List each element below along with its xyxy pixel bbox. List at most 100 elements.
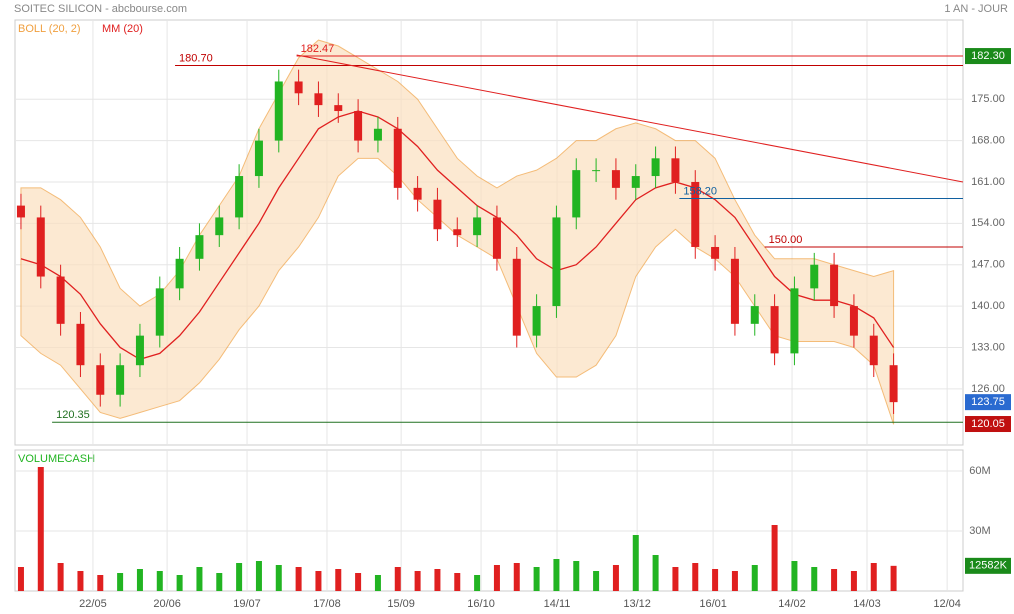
candle-body [254,140,263,177]
candle-body [393,128,402,188]
candle-body [671,158,680,182]
volume-bar [17,567,24,591]
candle-body [135,335,144,366]
candle-body [215,217,224,236]
candle-body [294,81,303,94]
candle-body [512,258,521,336]
volume-bar [315,571,322,591]
volume-bar [831,569,838,591]
candle-body [16,205,25,218]
candle-body [354,111,363,141]
level-label: 150.00 [769,234,803,246]
x-tick-label: 14/03 [853,598,881,610]
volume-bar [374,575,381,591]
candle-body [711,246,720,259]
x-tick-label: 15/09 [387,598,415,610]
volume-bar [811,567,818,591]
y-tick-label: 140.00 [971,300,1005,312]
candle-body [433,199,442,230]
x-tick-label: 14/11 [544,598,571,610]
candle-body [730,258,739,324]
x-tick-label: 16/10 [467,598,495,610]
candle-body [36,217,45,277]
volume-bar [791,561,798,591]
volume-bar [632,535,639,591]
volume-bar [731,571,738,591]
title: SOITEC SILICON - abcbourse.com [14,3,187,15]
volume-bar [771,525,778,591]
candle-body [334,105,343,112]
x-tick-label: 19/07 [233,598,261,610]
candle-body [56,276,65,324]
candle-body [96,365,105,395]
candle-body [492,217,501,259]
volume-bar [117,573,124,591]
volume-bar [751,565,758,591]
volume-bar [712,569,719,591]
y-tick-label: 147.00 [971,259,1005,271]
level-label: 180.70 [179,52,213,64]
period: 1 AN - JOUR [944,3,1008,15]
volume-bar [196,567,203,591]
x-tick-label: 20/06 [153,598,181,610]
candle-body [750,306,759,324]
candle-body [453,229,462,236]
y-tick-label: 60M [969,465,990,477]
volume-bar [394,567,401,591]
legend-boll: BOLL (20, 2) [18,23,81,35]
volume-bar [275,565,282,591]
candle-body [770,306,779,354]
volume-bar [295,567,302,591]
price-badge-label: 182.30 [971,50,1005,62]
candle-body [274,81,283,141]
level-label: 120.35 [56,409,90,421]
candle-body [592,170,601,172]
level-label: 158.20 [683,185,717,197]
price-badge [965,416,1011,433]
candle-body [155,288,164,336]
candle-body [889,365,898,403]
candle-body [790,288,799,354]
volume-bar [553,559,560,591]
volume-bar [612,565,619,591]
volume-bar [474,575,481,591]
price-badge-label: 123.75 [971,396,1005,408]
candle-body [195,235,204,259]
candle-body [849,306,858,336]
candle-body [552,217,561,307]
price-frame [14,19,964,446]
volume-bar [850,571,857,591]
candle-body [651,158,660,177]
volume-bar [573,561,580,591]
candle-body [810,264,819,289]
candle-body [532,306,541,336]
volume-bar [454,573,461,591]
candle-body [611,170,620,188]
candle-body [869,335,878,366]
price-badge-label: 120.05 [971,418,1005,430]
candle-body [473,217,482,236]
volume-bar [156,571,163,591]
volume-badge-label: 12582K [969,560,1008,572]
volume-bar [593,571,600,591]
x-tick-label: 13/12 [623,598,651,610]
price-badge [965,48,1011,65]
volume-bar [890,565,897,591]
candle-body [314,93,323,106]
volume-bar [692,563,699,591]
volume-bar [136,569,143,591]
volume-bar [652,555,659,591]
y-tick-label: 126.00 [971,383,1005,395]
volume-bar [57,563,64,591]
moving-average [20,110,895,360]
volume-bar [414,571,421,591]
volume-bar [355,573,362,591]
candle-body [413,187,422,200]
candle-body [235,176,244,218]
trendline [296,54,964,183]
volume-bar [672,567,679,591]
volume-bar [216,573,223,591]
volume-bar [434,569,441,591]
legend-ma: MM (20) [102,23,143,35]
